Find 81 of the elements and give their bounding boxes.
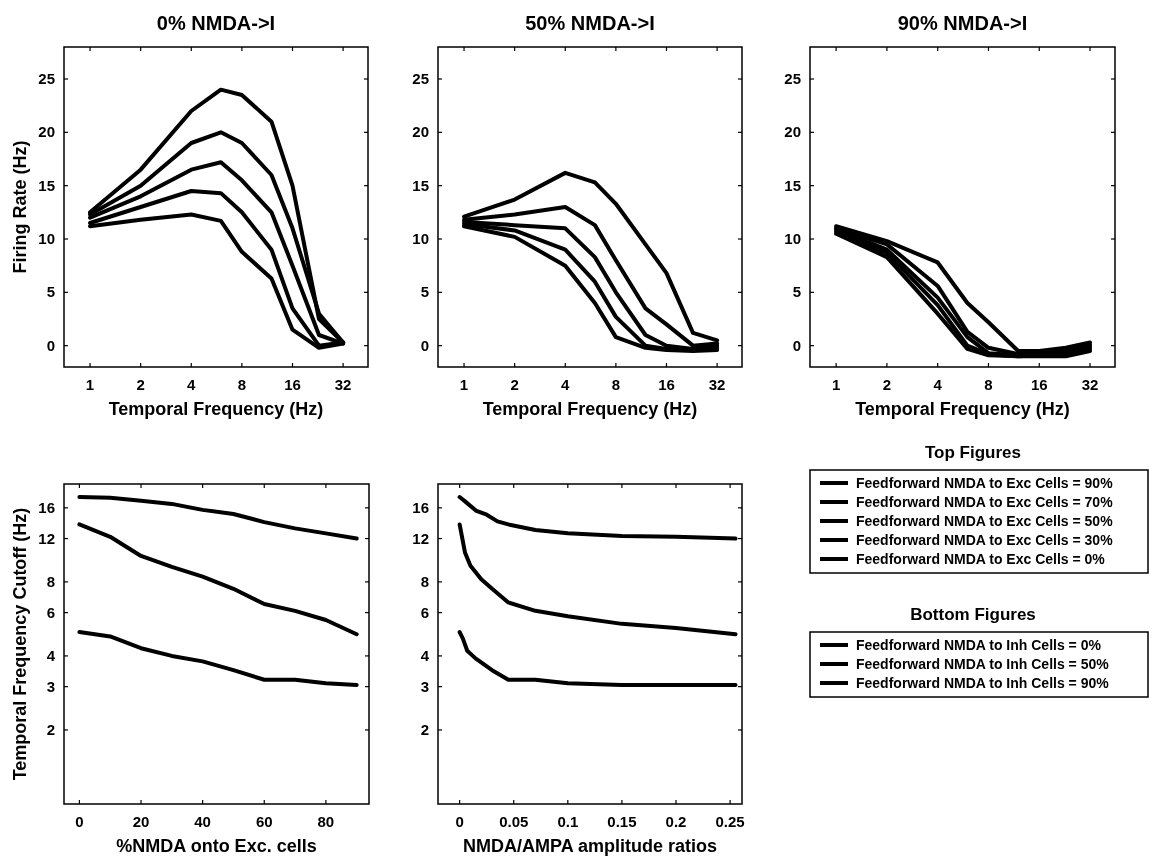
- y-axis-title: Temporal Frequency Cutoff (Hz): [10, 507, 30, 781]
- y-tick-label: 15: [784, 176, 801, 194]
- x-tick-label: 0: [75, 813, 84, 830]
- y-tick-label: 10: [38, 230, 55, 247]
- y-tick-label: 16: [38, 498, 55, 516]
- legend-title: Bottom Figures: [910, 605, 1036, 624]
- y-tick-label: 0: [792, 336, 801, 354]
- x-tick-label: 4: [561, 376, 571, 393]
- y-tick-label: 5: [420, 283, 429, 301]
- x-axis-title: Temporal Frequency (Hz): [855, 399, 1070, 419]
- y-tick-label: 20: [412, 123, 429, 141]
- legend-label: Feedforward NMDA to Exc Cells = 50%: [856, 513, 1114, 529]
- chart-title: 50% NMDA->I: [525, 12, 655, 34]
- x-tick-label: 32: [1081, 376, 1099, 393]
- legend-label: Feedforward NMDA to Inh Cells = 90%: [856, 675, 1110, 691]
- y-tick-label: 6: [46, 603, 55, 621]
- y-tick-label: 2: [420, 720, 429, 738]
- x-axis-title: %NMDA onto Exc. cells: [116, 836, 317, 856]
- y-tick-label: 5: [792, 283, 801, 301]
- x-tick-label: 8: [984, 376, 993, 393]
- y-tick-label: 2: [46, 720, 55, 738]
- x-axis-title: NMDA/AMPA amplitude ratios: [462, 836, 718, 856]
- x-tick-label: 0.1: [557, 813, 579, 830]
- x-tick-label: 40: [194, 813, 211, 830]
- chart-title: 90% NMDA->I: [897, 12, 1028, 34]
- x-tick-label: 32: [334, 376, 352, 393]
- y-tick-label: 8: [46, 572, 55, 590]
- y-tick-label: 4: [46, 646, 56, 664]
- y-tick-label: 0: [46, 336, 55, 354]
- x-tick-label: 16: [1030, 376, 1048, 393]
- y-axis-title: Firing Rate (Hz): [10, 140, 30, 274]
- x-tick-label: 16: [284, 376, 301, 393]
- x-tick-label: 2: [510, 376, 519, 393]
- x-tick-label: 16: [658, 376, 675, 393]
- y-tick-label: 25: [784, 70, 801, 87]
- x-tick-label: 0.05: [499, 813, 529, 830]
- x-tick-label: 0.15: [607, 813, 637, 830]
- legend-label: Feedforward NMDA to Exc Cells = 90%: [856, 475, 1114, 491]
- y-tick-label: 12: [412, 529, 429, 547]
- x-tick-label: 32: [708, 376, 726, 393]
- y-tick-label: 15: [38, 176, 55, 194]
- y-tick-label: 4: [420, 646, 430, 664]
- legend-label: Feedforward NMDA to Exc Cells = 30%: [856, 532, 1114, 548]
- legend-label: Feedforward NMDA to Inh Cells = 50%: [856, 656, 1110, 672]
- x-tick-label: 4: [187, 376, 197, 393]
- y-tick-label: 25: [38, 70, 55, 87]
- x-tick-label: 2: [882, 376, 892, 393]
- x-tick-label: 0.2: [665, 813, 687, 830]
- y-tick-label: 10: [412, 230, 429, 247]
- x-tick-label: 1: [459, 376, 469, 393]
- y-tick-label: 20: [38, 123, 55, 141]
- x-tick-label: 8: [237, 376, 247, 393]
- x-tick-label: 1: [85, 376, 95, 393]
- x-axis-title: Temporal Frequency (Hz): [482, 399, 698, 419]
- legend-label: Feedforward NMDA to Inh Cells = 0%: [856, 637, 1102, 653]
- chart-title: 0% NMDA->I: [156, 12, 276, 34]
- y-tick-label: 10: [784, 230, 801, 247]
- y-tick-label: 0: [420, 336, 429, 354]
- legend-label: Feedforward NMDA to Exc Cells = 70%: [856, 494, 1114, 510]
- y-tick-label: 25: [412, 70, 429, 87]
- y-tick-label: 15: [412, 176, 429, 194]
- y-tick-label: 6: [420, 603, 429, 621]
- x-tick-label: 60: [255, 813, 273, 830]
- x-tick-label: 20: [132, 813, 150, 830]
- x-tick-label: 1: [831, 376, 841, 393]
- legend-title: Top Figures: [924, 443, 1022, 462]
- y-tick-label: 16: [412, 498, 429, 516]
- x-tick-label: 0.25: [715, 813, 745, 830]
- y-tick-label: 8: [420, 572, 429, 590]
- x-axis-title: Temporal Frequency (Hz): [108, 399, 324, 419]
- x-tick-label: 8: [611, 376, 621, 393]
- y-tick-label: 3: [46, 677, 55, 695]
- y-tick-label: 5: [46, 283, 55, 301]
- x-tick-label: 0: [455, 813, 464, 830]
- x-tick-label: 2: [136, 376, 145, 393]
- y-tick-label: 20: [784, 123, 801, 141]
- y-tick-label: 12: [38, 529, 55, 547]
- y-tick-label: 3: [420, 677, 429, 695]
- x-tick-label: 4: [933, 376, 943, 393]
- legend-label: Feedforward NMDA to Exc Cells = 0%: [856, 551, 1106, 567]
- x-tick-label: 80: [317, 813, 335, 830]
